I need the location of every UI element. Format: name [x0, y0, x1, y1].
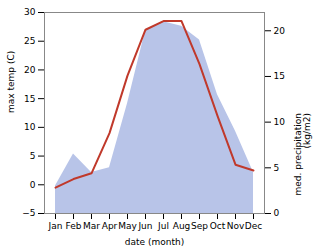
- svg-text:max temp (C): max temp (C): [6, 51, 16, 113]
- svg-text:30: 30: [24, 7, 36, 17]
- svg-text:med. precipitation(kg/m2): med. precipitation(kg/m2): [293, 113, 312, 195]
- svg-text:0: 0: [30, 180, 36, 190]
- svg-text:20: 20: [274, 26, 286, 36]
- svg-text:0: 0: [274, 208, 280, 218]
- svg-text:Sep: Sep: [191, 221, 208, 231]
- svg-text:Jul: Jul: [157, 221, 169, 231]
- svg-text:Aug: Aug: [173, 221, 191, 231]
- svg-text:−5: −5: [22, 208, 35, 218]
- svg-text:Jan: Jan: [48, 221, 63, 231]
- svg-text:May: May: [118, 221, 137, 231]
- svg-text:Oct: Oct: [210, 221, 226, 231]
- svg-text:Apr: Apr: [102, 221, 118, 231]
- svg-text:10: 10: [274, 117, 286, 127]
- svg-text:Dec: Dec: [245, 221, 262, 231]
- svg-text:Nov: Nov: [227, 221, 245, 231]
- svg-text:Jun: Jun: [137, 221, 152, 231]
- svg-text:5: 5: [30, 151, 36, 161]
- svg-text:Mar: Mar: [83, 221, 100, 231]
- svg-text:Feb: Feb: [66, 221, 82, 231]
- svg-text:20: 20: [24, 65, 36, 75]
- svg-text:15: 15: [24, 94, 35, 104]
- svg-text:15: 15: [274, 71, 285, 81]
- svg-text:25: 25: [24, 36, 35, 46]
- svg-text:5: 5: [274, 163, 280, 173]
- svg-text:10: 10: [24, 122, 36, 132]
- svg-text:date (month): date (month): [125, 237, 184, 247]
